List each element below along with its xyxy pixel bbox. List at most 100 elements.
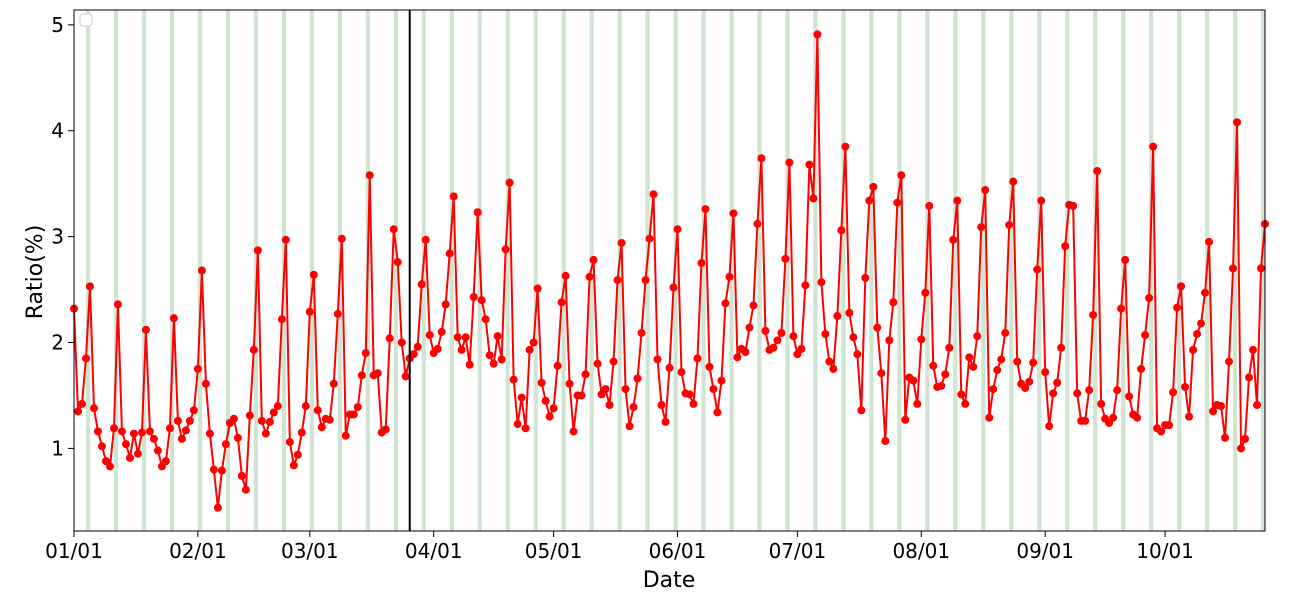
data-point <box>825 357 834 366</box>
data-point <box>425 331 434 340</box>
data-point <box>389 225 398 234</box>
data-point <box>1185 412 1194 421</box>
data-point <box>401 372 410 381</box>
data-point <box>653 355 662 364</box>
data-point <box>1069 201 1078 210</box>
data-point <box>189 406 198 415</box>
data-point <box>581 370 590 379</box>
data-point <box>469 292 478 301</box>
data-point <box>441 300 450 309</box>
data-point <box>385 334 394 343</box>
data-point <box>617 238 626 247</box>
weekend-band <box>645 10 650 531</box>
data-point <box>993 366 1002 375</box>
weekend-band <box>617 10 622 531</box>
data-point <box>445 249 454 258</box>
data-point <box>1021 384 1030 393</box>
data-point <box>1141 331 1150 340</box>
data-point <box>141 325 150 334</box>
data-point <box>785 158 794 167</box>
data-point <box>1109 413 1118 422</box>
data-point <box>137 428 146 437</box>
data-point <box>1245 373 1254 382</box>
data-point <box>1085 386 1094 395</box>
data-point <box>797 344 806 353</box>
data-point <box>1037 196 1046 205</box>
data-point <box>1257 264 1265 273</box>
data-point <box>289 461 298 470</box>
data-point <box>361 349 370 358</box>
data-point <box>1073 389 1082 398</box>
data-point <box>853 350 862 359</box>
weekend-band <box>253 10 259 531</box>
data-point <box>973 332 982 341</box>
plot-frame <box>73 9 1266 532</box>
weekend-band <box>561 10 566 531</box>
data-point <box>929 361 938 370</box>
weekend-band <box>1177 10 1182 531</box>
data-point <box>197 266 206 275</box>
data-point <box>1041 368 1050 377</box>
data-point <box>1241 434 1250 443</box>
data-point <box>813 30 822 39</box>
legend-box <box>79 13 93 27</box>
data-point <box>309 270 318 279</box>
data-point <box>909 376 918 385</box>
data-point <box>493 332 502 341</box>
data-point <box>1005 220 1014 229</box>
data-point <box>965 353 974 362</box>
data-point <box>997 355 1006 364</box>
data-point <box>1253 400 1262 409</box>
data-point <box>713 408 722 417</box>
data-point <box>701 205 710 214</box>
data-point <box>649 190 658 199</box>
data-point <box>381 425 390 434</box>
data-point <box>941 370 950 379</box>
data-point <box>609 357 618 366</box>
data-point <box>201 379 210 388</box>
weekend-band <box>897 10 902 531</box>
data-point <box>261 429 270 438</box>
weekend-band <box>85 10 91 531</box>
data-point <box>545 412 554 421</box>
data-point <box>133 449 142 458</box>
weekend-band <box>701 10 706 531</box>
data-point <box>773 336 782 345</box>
data-point <box>449 192 458 201</box>
data-point <box>1177 282 1186 291</box>
weekend-band <box>225 10 231 531</box>
data-point <box>221 440 230 449</box>
data-point <box>921 288 930 297</box>
data-point <box>1045 422 1054 431</box>
weekend-band <box>981 10 986 531</box>
data-point <box>1229 264 1238 273</box>
data-point <box>229 414 238 423</box>
weekend-band <box>393 10 398 531</box>
data-point <box>829 364 838 373</box>
data-point <box>989 385 998 394</box>
x-tick-label: 06/01 <box>649 539 707 563</box>
y-tick-label: 5 <box>51 13 64 37</box>
data-point <box>497 355 506 364</box>
weekend-band <box>533 10 538 531</box>
data-point <box>249 345 258 354</box>
data-point <box>89 404 98 413</box>
data-point <box>569 427 578 436</box>
data-point <box>685 390 694 399</box>
data-point <box>805 160 814 169</box>
data-point <box>1053 378 1062 387</box>
data-point <box>1169 388 1178 397</box>
data-point <box>501 245 510 254</box>
data-point <box>1025 377 1034 386</box>
data-point <box>789 332 798 341</box>
data-point <box>77 399 86 408</box>
data-point <box>945 343 954 352</box>
data-point <box>1001 328 1010 337</box>
data-point <box>613 276 622 285</box>
data-point <box>329 379 338 388</box>
data-point <box>669 283 678 292</box>
data-point <box>677 368 686 377</box>
data-point <box>273 402 282 411</box>
x-tick-label: 01/01 <box>45 539 103 563</box>
